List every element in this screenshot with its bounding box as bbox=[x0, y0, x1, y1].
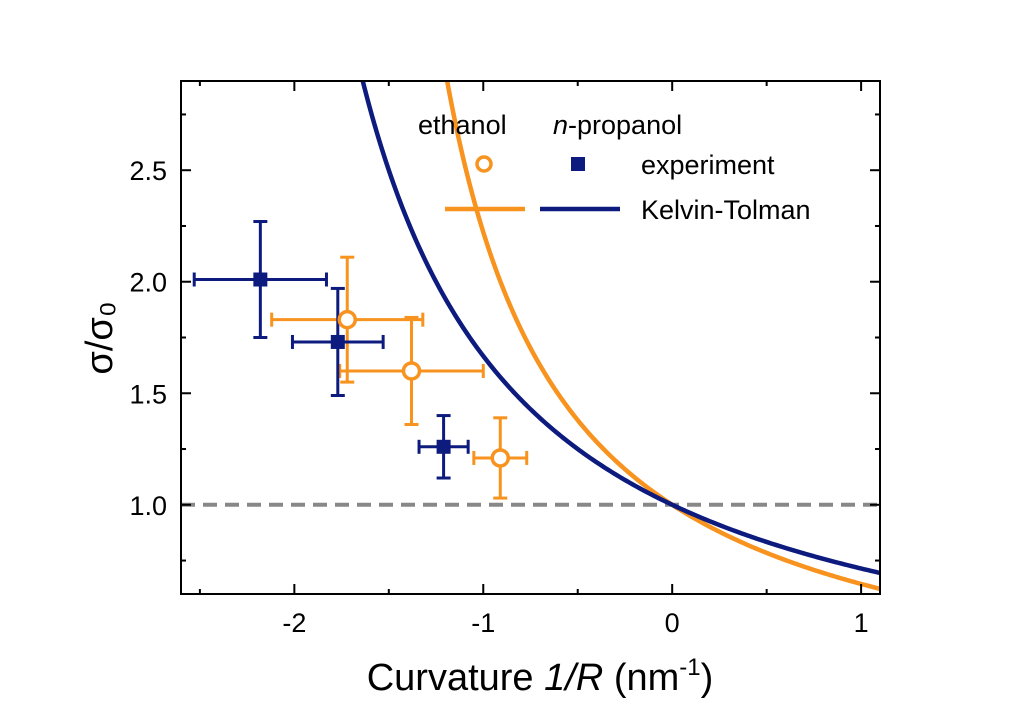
model-curve-n-propanol bbox=[360, 81, 880, 576]
y-tick-label: 2.5 bbox=[129, 156, 167, 186]
legend-ethanol-marker bbox=[475, 155, 493, 173]
legend-experiment-label: experiment bbox=[641, 150, 775, 180]
data-point-propanol bbox=[436, 439, 451, 454]
y-tick-label: 1.5 bbox=[129, 379, 167, 409]
legend-header-n: n bbox=[553, 110, 568, 140]
legend: ethanol n-propanol experiment Kelvin-Tol… bbox=[418, 110, 811, 225]
data-point-ethanol bbox=[337, 309, 357, 330]
legend-model-label: Kelvin-Tolman bbox=[641, 195, 811, 225]
x-axis-label-exponent: -1 bbox=[679, 654, 700, 681]
x-tick-label: -1 bbox=[471, 608, 495, 638]
y-axis-label: σ/σ₀ bbox=[79, 301, 121, 374]
x-axis-label-prefix: Curvature bbox=[367, 657, 544, 699]
legend-header-propanol-text: -propanol bbox=[568, 110, 682, 140]
data-point-propanol bbox=[330, 334, 345, 349]
y-tick-label: 1.0 bbox=[129, 491, 167, 521]
axis-tick-labels: -2 -1 0 1 1.0 1.5 2.0 2.5 bbox=[129, 156, 868, 638]
y-tick-label: 2.0 bbox=[129, 268, 167, 298]
x-tick-label: 1 bbox=[854, 608, 869, 638]
x-axis-label-unit: (nm bbox=[603, 657, 679, 699]
model-curves bbox=[360, 81, 880, 592]
data-point-ethanol bbox=[490, 448, 511, 468]
x-axis-label-variable: 1/R bbox=[544, 657, 603, 699]
axis-ticks bbox=[181, 81, 880, 594]
legend-propanol-marker bbox=[571, 157, 585, 171]
model-curve-ethanol bbox=[444, 81, 880, 592]
data-point-propanol bbox=[253, 272, 268, 287]
x-tick-label: -2 bbox=[282, 608, 306, 638]
error-bars bbox=[192, 220, 529, 500]
data-point-ethanol bbox=[401, 361, 422, 381]
plot-area bbox=[181, 81, 880, 592]
x-axis-label-close: ) bbox=[701, 657, 714, 699]
data-markers bbox=[253, 272, 511, 468]
x-tick-label: 0 bbox=[665, 608, 680, 638]
x-axis-label: Curvature 1/R (nm-1) bbox=[367, 654, 714, 699]
plot-frame bbox=[180, 80, 881, 595]
legend-header-propanol: n-propanol bbox=[553, 110, 682, 140]
legend-header-ethanol: ethanol bbox=[418, 110, 507, 140]
